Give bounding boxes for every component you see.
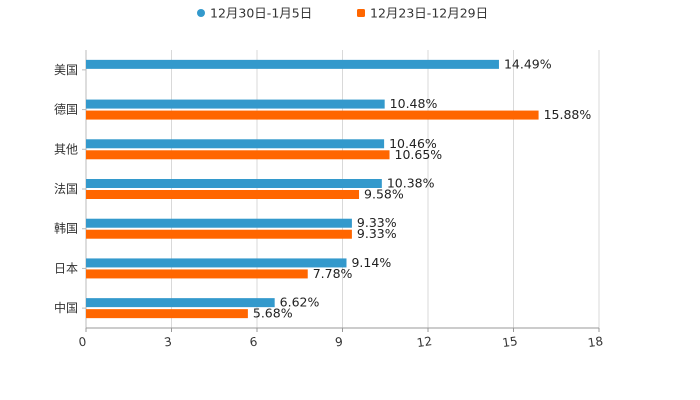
bar-series1-4[interactable] bbox=[86, 229, 352, 239]
data-label-series1-4: 9.33% bbox=[357, 226, 397, 241]
legend-item-1[interactable]: 12月23日-12月29日 bbox=[357, 6, 488, 21]
category-label-1: 德国 bbox=[54, 102, 78, 117]
category-label-3: 法国 bbox=[54, 182, 78, 196]
bar-series1-3[interactable] bbox=[86, 190, 360, 199]
bars bbox=[86, 59, 539, 319]
data-label-series0-1: 10.48% bbox=[390, 96, 438, 111]
labels: 14.49% 10.48% 15.88% 10.46%10.65% 10.38%9.58… bbox=[253, 56, 591, 320]
bar-series0-4[interactable] bbox=[86, 218, 352, 228]
grid bbox=[171, 50, 600, 328]
category-label-4: 韩国 bbox=[54, 221, 78, 236]
bar-series0-0[interactable] bbox=[86, 59, 499, 69]
data-label-series0-2: 10.46% bbox=[389, 136, 437, 151]
data-label-series0-3: 10.38% bbox=[387, 176, 435, 191]
data-label-series1-6: 5.68% bbox=[253, 306, 293, 321]
x-tick-label-6: 6 bbox=[249, 335, 259, 350]
data-label-series0-5: 9.14% bbox=[351, 255, 391, 270]
legend-label-0: 12月30日-1月5日 bbox=[210, 6, 312, 21]
legend-item-0[interactable]: 12月30日-1月5日 bbox=[197, 6, 312, 21]
bar-series1-2[interactable] bbox=[86, 150, 390, 160]
data-label-series0-4: 9.33% bbox=[357, 215, 397, 230]
data-label-series1-3: 9.58% bbox=[364, 187, 404, 202]
bar-series0-3[interactable] bbox=[86, 179, 382, 188]
category-label-0: 美国 bbox=[54, 63, 78, 77]
bar-series0-6[interactable] bbox=[86, 298, 275, 308]
category-label-2: 其他 bbox=[54, 142, 78, 156]
x-tick-label-15: 15 bbox=[501, 334, 518, 350]
legend: 12月30日-1月5日 12月23日-12月29日 bbox=[197, 6, 488, 21]
bar-series0-5[interactable] bbox=[86, 258, 347, 268]
legend-label-1: 12月23日-12月29日 bbox=[370, 6, 488, 21]
bar-series1-6[interactable] bbox=[86, 309, 248, 319]
data-label-series1-1: 15.88% bbox=[544, 107, 592, 122]
data-label-series1-5: 7.78% bbox=[313, 266, 353, 281]
legend-marker-1 bbox=[357, 9, 365, 17]
data-label-series0-6: 6.62% bbox=[280, 295, 320, 310]
x-tick-label-18: 18 bbox=[587, 334, 604, 350]
x-tick-label-9: 9 bbox=[334, 335, 344, 350]
x-tick-label-3: 3 bbox=[163, 335, 173, 350]
category-label-5: 日本 bbox=[54, 261, 78, 275]
category-label-6: 中国 bbox=[54, 300, 78, 315]
data-label-series1-2: 10.65% bbox=[395, 147, 443, 162]
data-label-series0-0: 14.49% bbox=[504, 56, 552, 71]
bar-series0-1[interactable] bbox=[86, 99, 385, 109]
bar-series1-5[interactable] bbox=[86, 269, 308, 279]
legend-marker-0 bbox=[197, 9, 205, 17]
bar-series0-2[interactable] bbox=[86, 139, 385, 149]
x-tick-label-0: 0 bbox=[78, 335, 88, 350]
x-tick-label-12: 12 bbox=[416, 334, 433, 350]
bar-series1-1[interactable] bbox=[86, 110, 539, 120]
